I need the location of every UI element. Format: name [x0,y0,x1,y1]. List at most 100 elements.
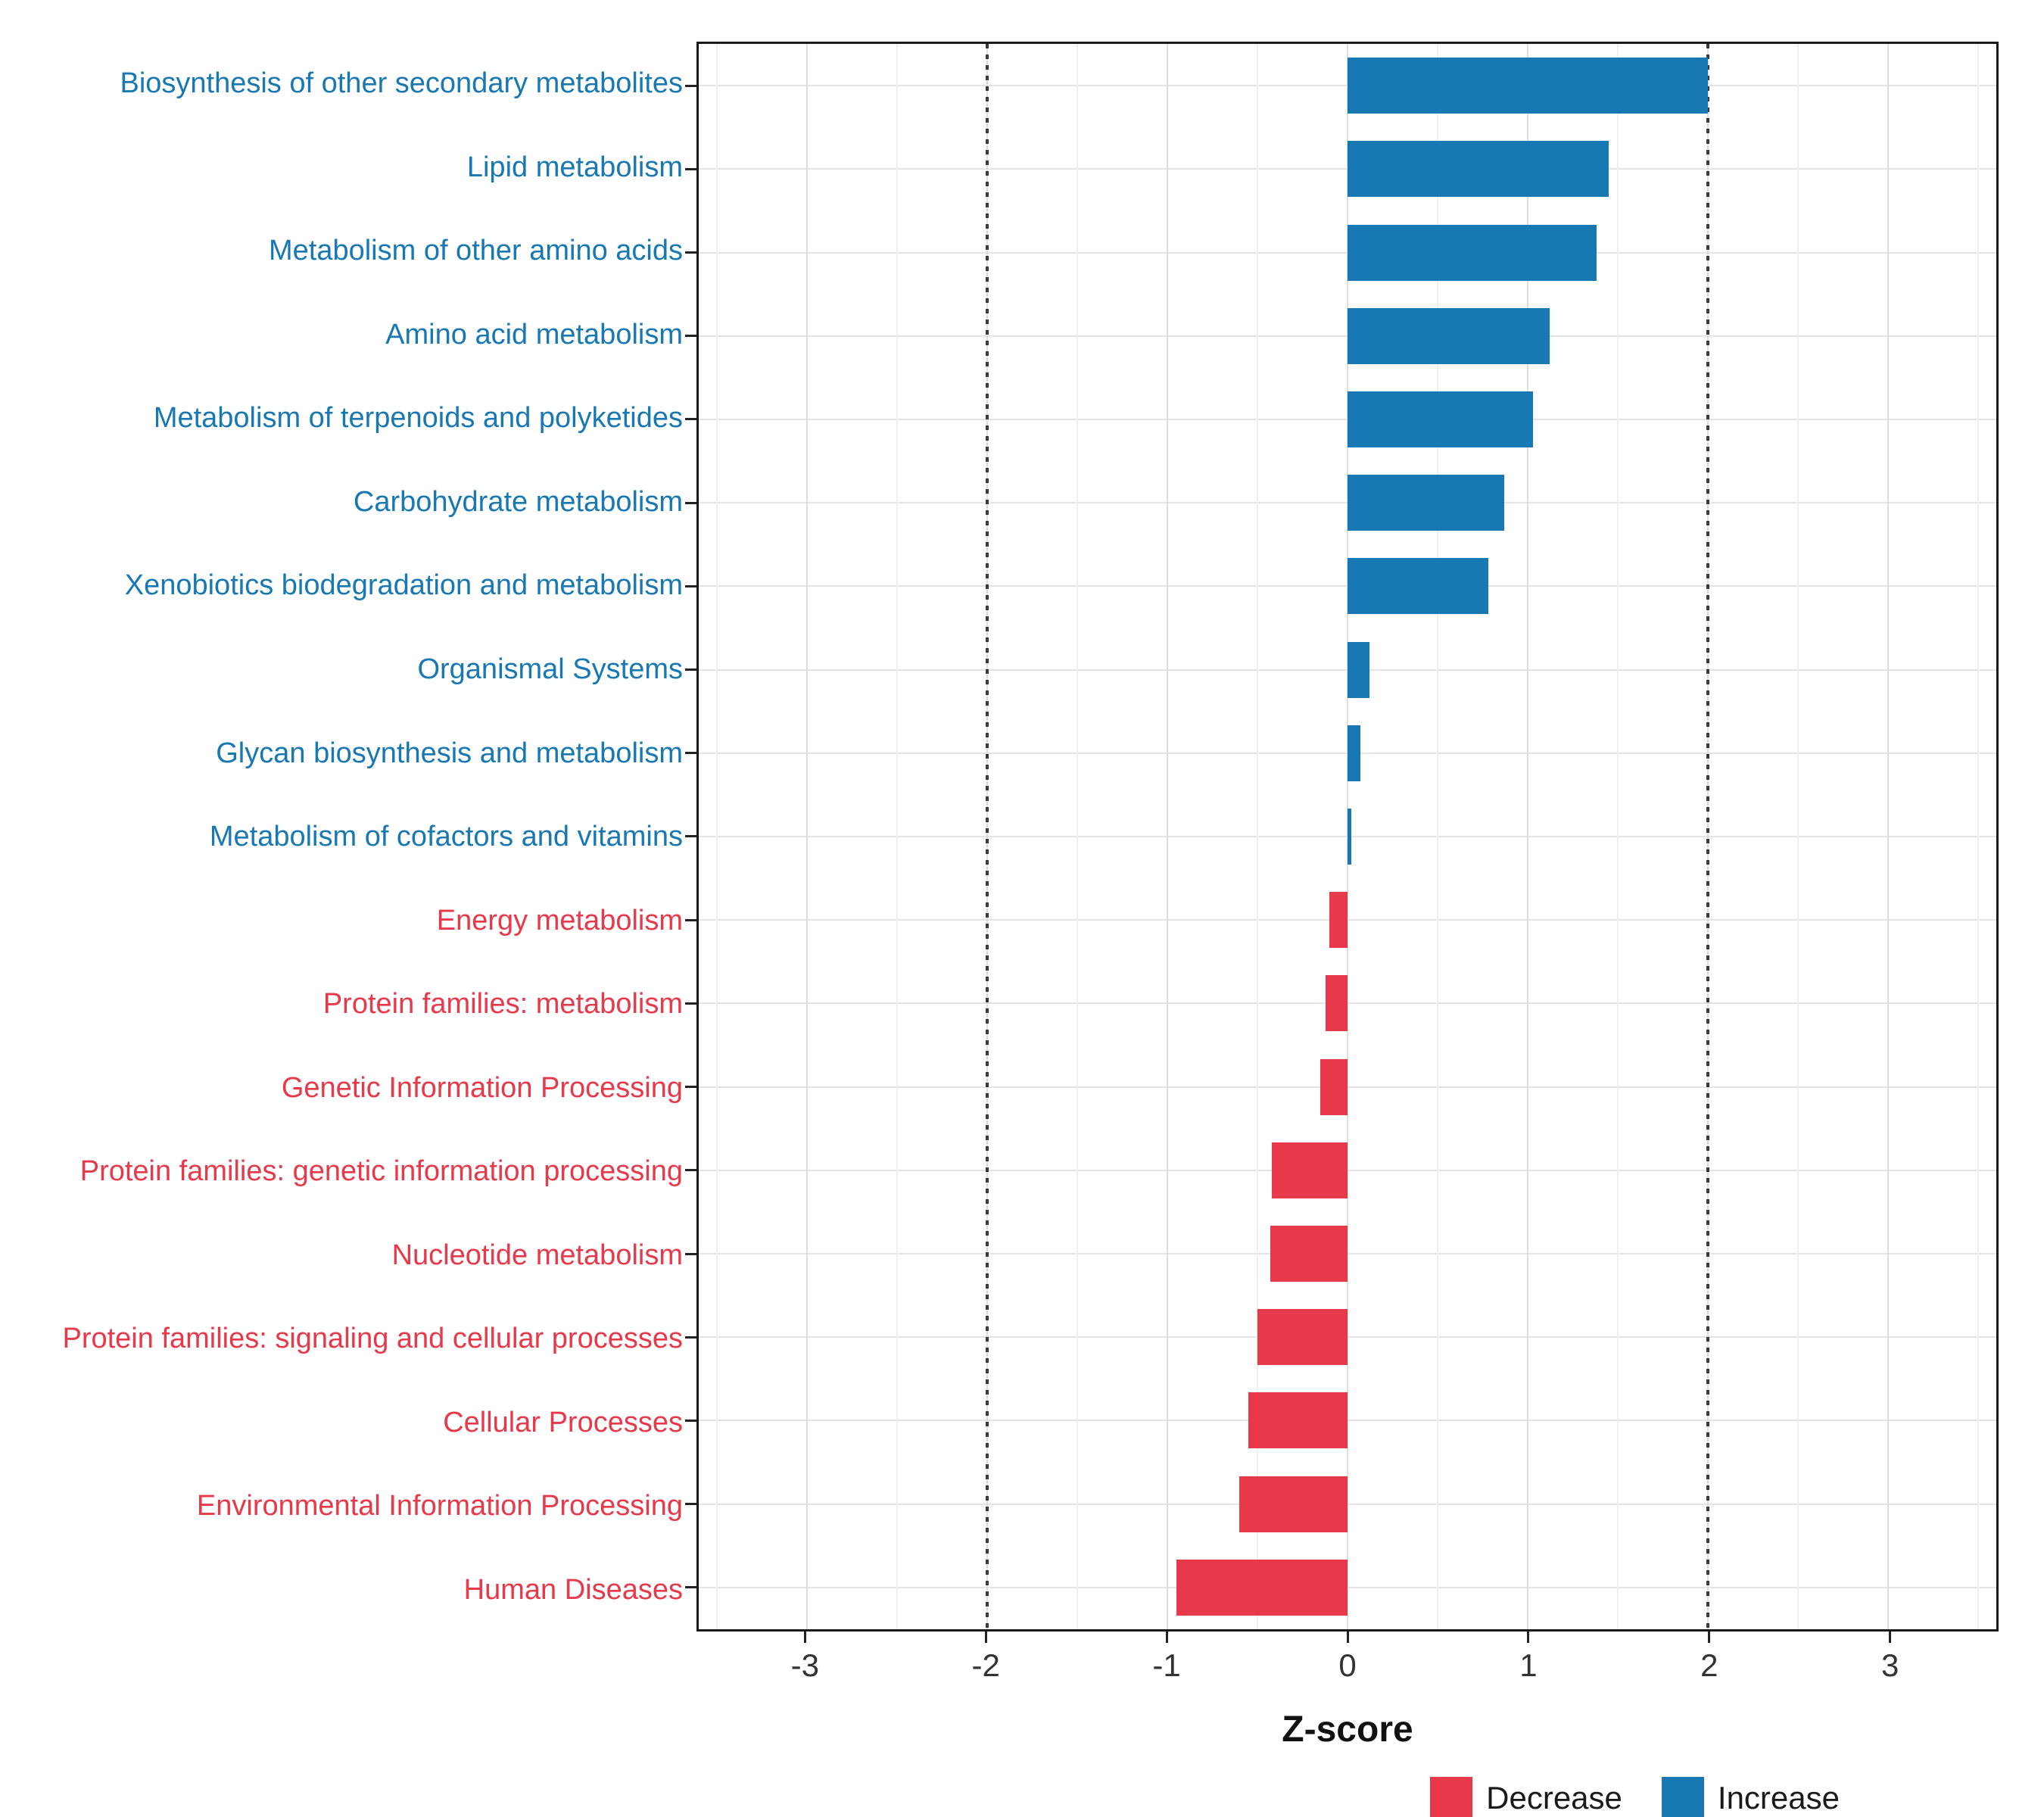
vertical-major-gridline [1887,44,1890,1629]
category-axis-labels: Biosynthesis of other secondary metaboli… [0,42,696,1632]
bar-row [685,712,1996,795]
category-label: Metabolism of other amino acids [268,235,683,267]
x-axis-tick [1708,1632,1711,1643]
category-label: Xenobiotics biodegradation and metabolis… [124,569,683,602]
y-axis-tick [685,918,696,921]
bar [1176,1559,1348,1616]
vertical-minor-gridline [1256,44,1258,1629]
reference-line [1706,44,1710,1629]
legend: Decrease Increase [0,1777,2044,1817]
category-label: Environmental Information Processing [196,1490,683,1522]
legend-item: Decrease [1430,1777,1622,1817]
category-label: Amino acid metabolism [385,318,683,351]
vertical-minor-gridline [1076,44,1078,1629]
y-axis-tick [685,752,696,755]
bar-row [685,795,1996,878]
bar [1348,391,1534,447]
legend-item: Increase [1661,1777,1840,1817]
vertical-major-gridline [1166,44,1168,1629]
y-axis-tick [685,501,696,504]
legend-label: Decrease [1486,1780,1622,1815]
y-axis-tick [685,1419,696,1422]
bar-row [685,461,1996,544]
y-axis-tick [685,84,696,87]
bar-row [685,1379,1996,1462]
x-axis-tick [984,1632,987,1643]
plot-panel [685,42,1999,1632]
vertical-major-gridline [805,44,808,1629]
y-axis-tick [685,1503,696,1506]
vertical-minor-gridline [715,44,718,1629]
bar-row [685,210,1996,294]
x-axis: -3 -2 -1 0 1 2 3 [696,1632,1999,1707]
bar-row [685,544,1996,628]
category-label: Human Diseases [463,1573,683,1606]
vertical-minor-gridline [1797,44,1799,1629]
x-axis-tick [1346,1632,1349,1643]
bar-row [685,378,1996,461]
category-label: Energy metabolism [436,904,683,937]
y-axis-tick [685,669,696,672]
bar [1320,1058,1348,1115]
y-axis-tick [685,1335,696,1339]
category-label: Cellular Processes [443,1406,683,1438]
x-axis-tick-label: -2 [971,1647,1000,1683]
category-label: Nucleotide metabolism [391,1239,683,1271]
bar [1348,224,1597,281]
vertical-minor-gridline [1977,44,1980,1629]
bar-row [685,1295,1996,1379]
category-label: Metabolism of terpenoids and polyketides [153,402,683,435]
bar [1239,1476,1348,1532]
y-axis-tick [685,167,696,170]
bar-row [685,1129,1996,1212]
vertical-major-gridline [1527,44,1529,1629]
bar-row [685,127,1996,210]
vertical-minor-gridline [896,44,898,1629]
vertical-minor-gridline [1437,44,1439,1629]
bar [1272,1142,1348,1198]
bar [1348,558,1488,615]
bar-row [685,295,1996,378]
bar [1348,141,1609,198]
category-label: Metabolism of cofactors and vitamins [209,821,683,853]
category-label: Lipid metabolism [466,151,683,183]
bar [1326,975,1348,1032]
y-axis-tick [685,1252,696,1255]
y-axis-tick [685,1002,696,1005]
bar [1348,808,1351,865]
category-label: Glycan biosynthesis and metabolism [216,737,683,769]
legend-label: Increase [1717,1780,1840,1815]
bar-row [685,1212,1996,1295]
x-axis-title: Z-score [1282,1709,1413,1750]
bar [1348,725,1360,781]
x-axis-row: -3 -2 -1 0 1 2 3 [0,1632,2044,1707]
y-axis-tick [685,1169,696,1172]
bar-row [685,1546,1996,1629]
bar-row [685,878,1996,961]
category-label: Carbohydrate metabolism [353,485,683,518]
plot-row: Biosynthesis of other secondary metaboli… [0,42,2044,1632]
x-axis-tick [1889,1632,1892,1643]
bar [1348,307,1550,364]
bar [1270,1226,1348,1282]
x-axis-tick-label: 3 [1880,1647,1899,1683]
x-axis-tick-label: -3 [790,1647,820,1683]
category-label: Biosynthesis of other secondary metaboli… [120,67,683,100]
bar [1348,641,1369,698]
vertical-minor-gridline [1617,44,1619,1629]
bar-row [685,44,1996,127]
bar [1348,475,1505,531]
x-axis-tick-label: -1 [1152,1647,1181,1683]
bar-row [685,628,1996,711]
y-axis-tick [685,335,696,338]
category-label: Protein families: signaling and cellular… [62,1323,683,1355]
y-axis-tick [685,418,696,421]
bar-row [685,1463,1996,1546]
bar [1329,892,1348,949]
increase-legend-swatch [1661,1777,1704,1817]
x-axis-tick-label: 1 [1519,1647,1538,1683]
bar [1257,1309,1348,1366]
bar-row [685,961,1996,1045]
bar-row [685,1046,1996,1129]
